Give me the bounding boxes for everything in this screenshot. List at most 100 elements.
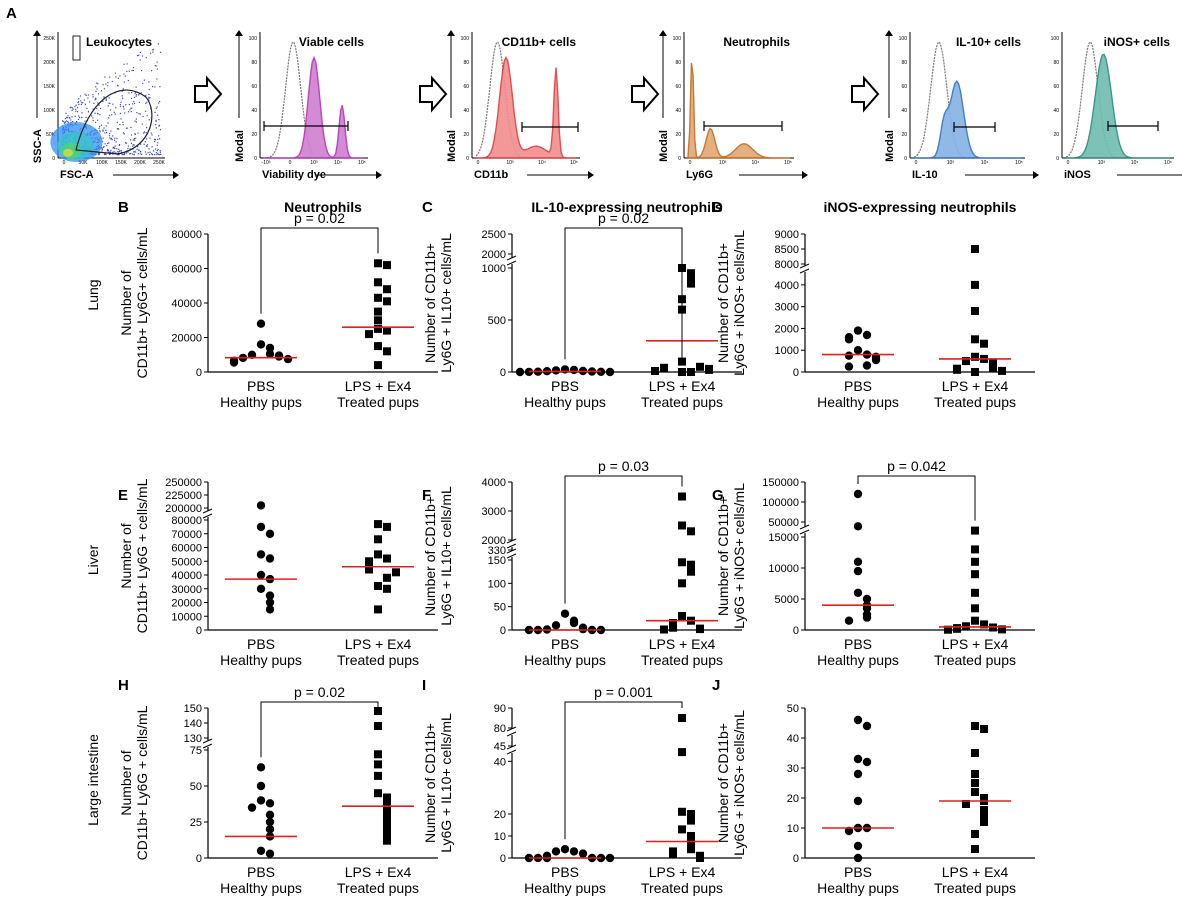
- data-point-circle: [862, 330, 872, 340]
- event-dot: [64, 118, 67, 120]
- y-tick-label: 8000: [775, 259, 799, 271]
- data-point-circle: [862, 613, 872, 622]
- x-axis-label: iNOS: [1064, 169, 1091, 181]
- event-dot: [139, 152, 141, 154]
- panel-letter: F: [422, 487, 431, 504]
- data-point-circle: [256, 319, 266, 328]
- y-tick-label: 3000: [482, 506, 506, 518]
- event-dot: [156, 154, 158, 156]
- event-dot: [156, 68, 158, 70]
- y-tick-label: 80: [251, 60, 257, 66]
- event-dot: [67, 115, 69, 117]
- axis-break-mark: [799, 529, 810, 535]
- event-dot: [85, 94, 87, 96]
- x-tick-label: 10³: [719, 160, 727, 166]
- data-point-circle: [265, 817, 275, 827]
- group-label: PBS: [844, 636, 872, 652]
- data-point-square: [998, 366, 1006, 375]
- event-dot: [134, 92, 136, 94]
- data-point-square: [971, 280, 979, 289]
- event-dot: [117, 77, 119, 79]
- y-tick-label: 10000: [768, 563, 799, 575]
- y-tick-label: 30: [787, 763, 799, 775]
- data-point-square: [962, 800, 970, 808]
- event-dot: [135, 137, 137, 139]
- event-dot: [105, 98, 107, 100]
- y-axis-label: CD11b+ Ly6G + cells/mL: [134, 478, 150, 633]
- data-point-square: [365, 557, 373, 566]
- p-value-label: p = 0.042: [887, 458, 946, 474]
- event-dot: [122, 88, 124, 90]
- y-axis-label: Number of: [118, 270, 134, 335]
- event-dot: [131, 107, 133, 109]
- data-point-circle: [256, 340, 266, 349]
- data-point-circle: [853, 346, 863, 355]
- event-dot: [152, 150, 155, 152]
- event-dot: [135, 94, 137, 96]
- y-axis-arrowhead: [235, 30, 243, 36]
- event-dot: [159, 153, 161, 156]
- event-dot: [100, 124, 102, 126]
- event-dot: [159, 138, 161, 140]
- event-dot: [107, 82, 109, 84]
- data-point-square: [383, 803, 391, 812]
- event-dot: [77, 111, 79, 113]
- event-dot: [150, 132, 152, 134]
- y-tick-label: 140: [184, 718, 202, 730]
- event-dot: [134, 139, 136, 141]
- event-dot: [109, 132, 111, 135]
- event-dot: [79, 116, 81, 119]
- event-dot: [97, 113, 99, 115]
- event-dot: [74, 105, 76, 108]
- y-tick-label: 0: [254, 156, 257, 162]
- data-point-square: [971, 588, 979, 597]
- data-point-square: [971, 830, 979, 838]
- data-point-circle: [862, 361, 872, 370]
- event-dot: [129, 109, 131, 111]
- y-tick-label: 100K: [43, 108, 55, 114]
- x-axis-label: CD11b: [474, 169, 509, 181]
- event-dot: [106, 145, 108, 147]
- data-point-square: [989, 359, 997, 368]
- event-dot: [119, 105, 122, 107]
- y-axis-label: Number of CD11b+: [715, 496, 731, 616]
- data-point-square: [651, 367, 659, 375]
- data-point-square: [374, 789, 382, 798]
- event-dot: [106, 132, 108, 134]
- event-dot: [114, 147, 116, 149]
- event-dot: [133, 96, 136, 98]
- event-dot: [108, 114, 111, 117]
- y-tick-label: 250K: [43, 36, 55, 42]
- data-point-square: [687, 274, 695, 283]
- panel-letter: H: [118, 677, 129, 694]
- event-dot: [113, 146, 115, 148]
- event-dot: [116, 128, 119, 130]
- p-value-label: p = 0.02: [598, 210, 649, 226]
- group-label: Treated pups: [641, 880, 723, 896]
- event-dot: [107, 149, 109, 151]
- event-dot: [138, 150, 140, 152]
- panel-letter: I: [422, 677, 426, 694]
- event-dot: [103, 88, 105, 90]
- event-dot: [143, 79, 145, 81]
- data-point-square: [980, 818, 988, 826]
- event-dot: [157, 43, 159, 45]
- event-dot: [99, 129, 101, 131]
- event-dot: [66, 120, 68, 122]
- event-dot: [77, 118, 80, 120]
- event-dot: [137, 94, 139, 96]
- y-tick-label: 80: [901, 60, 907, 66]
- x-tick-label: 10³: [1098, 160, 1106, 166]
- flow-panel-2: 100 80 60 40 20 0 -10³ 0 10³ 10⁴ 10⁵ Viable cells Vi…: [234, 30, 382, 181]
- y-tick-label: 200000: [165, 503, 202, 515]
- y-axis-label: Number of: [118, 750, 134, 815]
- y-tick-label: 200K: [43, 60, 55, 66]
- event-dot: [97, 152, 100, 154]
- row-label-large-intestine: Large intestine: [85, 734, 101, 826]
- event-dot: [71, 109, 73, 111]
- data-point-circle: [265, 849, 275, 858]
- axis-break-gap: [802, 266, 808, 272]
- event-dot: [144, 110, 147, 112]
- event-dot: [158, 102, 160, 104]
